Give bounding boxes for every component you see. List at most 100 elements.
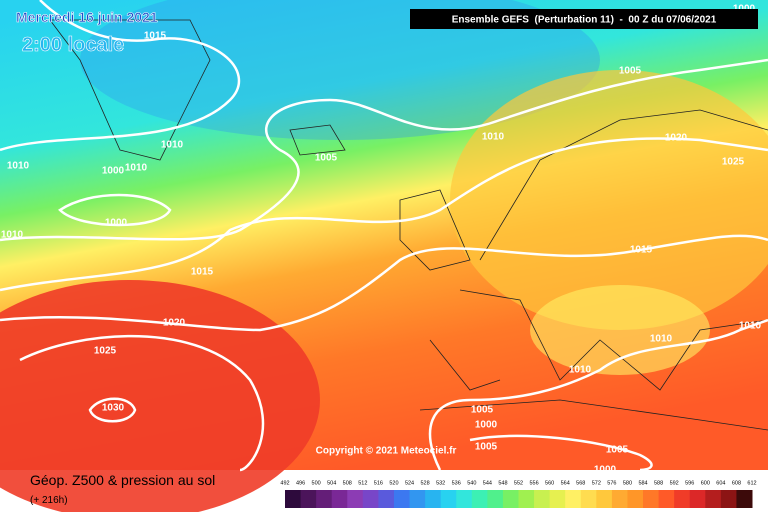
scale-label: 580 xyxy=(623,480,632,486)
scale-label: 544 xyxy=(483,480,492,486)
scale-swatch xyxy=(502,490,519,508)
scale-swatch xyxy=(378,490,395,508)
scale-swatch xyxy=(393,490,411,508)
scale-swatch xyxy=(300,490,317,508)
balkan-field xyxy=(530,285,710,375)
isobar-label: 1015 xyxy=(191,267,214,278)
isobar-label: 1025 xyxy=(722,157,745,168)
scale-label: 596 xyxy=(685,480,694,486)
scale-label: 516 xyxy=(374,480,383,486)
scale-label: 576 xyxy=(607,480,616,486)
scale-label: 500 xyxy=(312,480,321,486)
scale-swatch xyxy=(689,490,706,508)
scale-swatch xyxy=(596,490,613,508)
scale-swatch xyxy=(316,490,333,508)
scale-swatch xyxy=(285,490,302,508)
scale-swatch xyxy=(643,490,660,508)
run-box xyxy=(410,9,758,29)
isobar-label: 1020 xyxy=(665,133,688,144)
scale-label: 588 xyxy=(654,480,663,486)
scale-label: 612 xyxy=(747,480,756,486)
copyright: Copyright © 2021 Meteociel.fr xyxy=(316,446,457,457)
isobar-label: 1000 xyxy=(475,420,498,431)
isobar-label: 1010 xyxy=(1,230,24,241)
isobar-label: 1010 xyxy=(739,321,762,332)
scale-swatch xyxy=(362,490,379,508)
scale-label: 556 xyxy=(529,480,538,486)
run-info: Ensemble GEFS (Perturbation 11) - 00 Z d… xyxy=(452,15,717,26)
scale-swatch xyxy=(580,490,597,508)
isobar-label: 1005 xyxy=(606,445,629,456)
scale-swatch xyxy=(658,490,675,508)
scale-swatch xyxy=(565,490,582,508)
scale-label: 492 xyxy=(280,480,289,486)
isobar-label: 1000 xyxy=(594,465,617,476)
scale-label: 548 xyxy=(498,480,507,486)
low-field xyxy=(80,0,600,140)
isobar-label: 1020 xyxy=(163,318,186,329)
scale-swatch xyxy=(425,490,442,508)
footer-title: Géop. Z500 & pression au sol xyxy=(30,472,215,488)
scale-label: 560 xyxy=(545,480,554,486)
isobar-label: 1000 xyxy=(105,218,128,229)
scale-swatch xyxy=(627,490,644,508)
isobar-label: 1005 xyxy=(475,442,498,453)
scale-label: 552 xyxy=(514,480,523,486)
scale-swatch xyxy=(440,490,457,508)
high-field xyxy=(0,280,320,512)
scale-swatch xyxy=(736,490,753,508)
scale-swatch xyxy=(534,490,551,508)
forecast-lead: (+ 216h) xyxy=(30,495,68,506)
scale-label: 572 xyxy=(592,480,601,486)
scale-label: 496 xyxy=(296,480,305,486)
scale-swatch xyxy=(720,490,737,508)
scale-swatch xyxy=(456,490,473,508)
isobar-label: 1010 xyxy=(125,163,148,174)
scale-label: 600 xyxy=(701,480,710,486)
scale-swatch xyxy=(674,490,691,508)
scale-label: 592 xyxy=(670,480,679,486)
scale-label: 608 xyxy=(732,480,741,486)
scale-label: 508 xyxy=(343,480,352,486)
scale-label: 532 xyxy=(436,480,445,486)
scale-label: 504 xyxy=(327,480,336,486)
scale-swatch xyxy=(471,490,488,508)
scale-label: 584 xyxy=(638,480,647,486)
isobar-label: 1030 xyxy=(102,403,125,414)
color-scale: 492 496 500 504 508 512 516 520 524 528 532 536 540 5… xyxy=(280,480,757,508)
isobar-label: 1005 xyxy=(315,153,338,164)
scale-label: 568 xyxy=(576,480,585,486)
scale-label: 528 xyxy=(421,480,430,486)
isobar-label: 1015 xyxy=(144,31,167,42)
scale-swatch xyxy=(518,490,535,508)
scale-swatch xyxy=(409,490,426,508)
scale-label: 564 xyxy=(561,480,570,486)
scale-label: 520 xyxy=(389,480,398,486)
scale-swatch xyxy=(705,490,722,508)
coastline xyxy=(49,19,768,431)
scale-label: 540 xyxy=(467,480,476,486)
scale-swatch xyxy=(487,490,504,508)
scale-swatch xyxy=(347,490,364,508)
scale-label: 536 xyxy=(452,480,461,486)
isobar-label: 1010 xyxy=(7,161,30,172)
date: Mercredi 16 juin 2021 xyxy=(16,9,158,25)
isobar-label: 1010 xyxy=(569,365,592,376)
local-time: 2:00 locale xyxy=(22,34,124,56)
isobars xyxy=(0,0,768,470)
isobar-label: 1005 xyxy=(619,66,642,77)
isobar-label: 1005 xyxy=(471,405,494,416)
isobar-label: 1025 xyxy=(94,346,117,357)
scale-swatch xyxy=(611,490,628,508)
ridge xyxy=(450,70,768,330)
scale-swatch xyxy=(331,490,348,508)
isobar-label: 1010 xyxy=(650,334,673,345)
isobar-label: 1010 xyxy=(482,132,505,143)
isobar-label: 1010 xyxy=(161,140,184,151)
scale-label: 512 xyxy=(358,480,367,486)
isobar-label: 1000 xyxy=(102,166,125,177)
scale-label: 524 xyxy=(405,480,414,486)
isobar-label: 1015 xyxy=(630,245,653,256)
scale-label: 604 xyxy=(716,480,725,486)
